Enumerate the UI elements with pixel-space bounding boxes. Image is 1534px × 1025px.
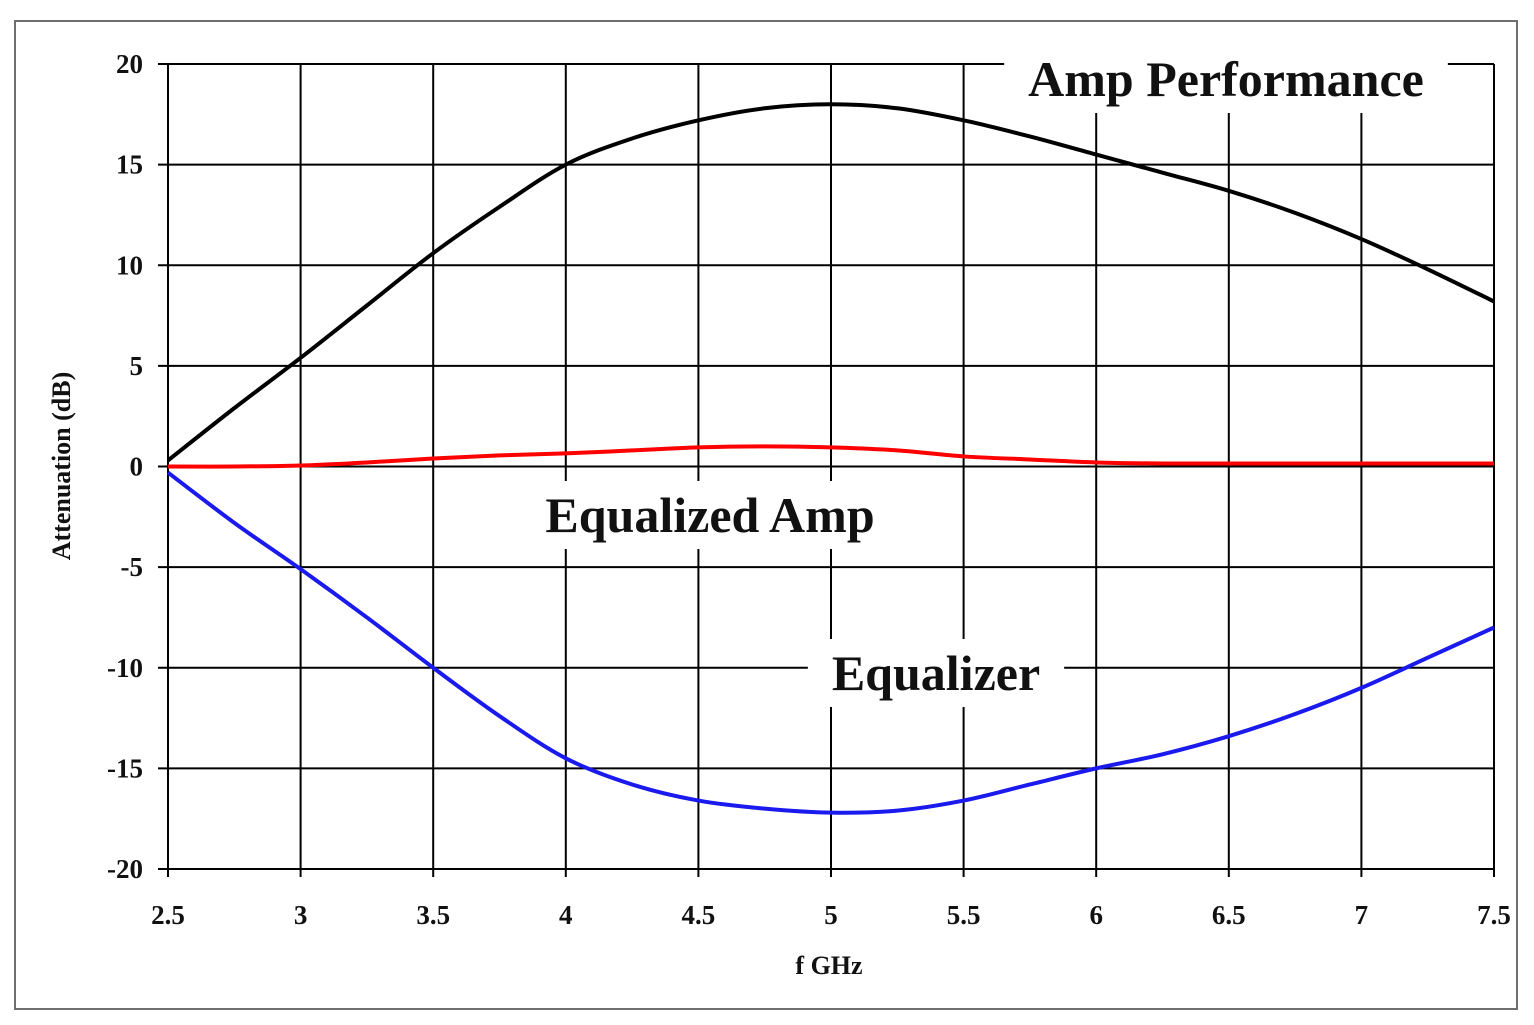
series-line-1 (167, 444, 1494, 469)
x-tick-label: 3.5 (416, 900, 450, 930)
x-tick-label: 4 (559, 900, 573, 930)
tick-labels: 2.5 3 3.5 4 4.5 5 5.5 6 6.5 7 7.5 20 15 10 5 0 -5 -10 -15 -… (107, 49, 1511, 930)
series-line-2 (166, 470, 1495, 815)
annotation-bg-equalized-amp (521, 481, 899, 549)
annotations-layer: Amp Performance Equalized Amp Equalizer (521, 45, 1448, 707)
x-tick-label: 7 (1355, 900, 1369, 930)
y-tick-label: 20 (116, 49, 143, 79)
annotation-equalized-amp: Equalized Amp (545, 487, 874, 543)
series-layer (166, 102, 1495, 815)
x-tick-label: 2.5 (151, 900, 185, 930)
y-tick-label: -5 (121, 552, 144, 582)
x-tick-label: 3 (294, 900, 308, 930)
x-tick-label: 5 (824, 900, 838, 930)
series-line-0 (166, 102, 1495, 463)
y-tick-label: 0 (130, 452, 144, 482)
annotation-bg-amp-performance (1004, 45, 1448, 113)
annotation-amp-performance: Amp Performance (1028, 51, 1424, 107)
y-tick-label: 15 (116, 150, 143, 180)
y-tick-label: -15 (107, 753, 143, 783)
y-tick-label: 10 (116, 250, 143, 280)
annotation-bg-equalizer (807, 639, 1065, 707)
x-tick-label: 7.5 (1477, 900, 1511, 930)
x-tick-label: 5.5 (947, 900, 981, 930)
x-axis-title: f GHz (795, 951, 862, 980)
y-tick-label: -20 (107, 854, 143, 884)
x-tick-label: 6.5 (1212, 900, 1246, 930)
x-tick-label: 6 (1089, 900, 1103, 930)
x-tick-label: 4.5 (682, 900, 716, 930)
annotation-equalizer: Equalizer (832, 645, 1040, 701)
grid (158, 63, 1495, 877)
y-axis-title: Attenuation (dB) (47, 372, 76, 561)
y-tick-label: -10 (107, 653, 143, 683)
y-tick-label: 5 (130, 351, 144, 381)
